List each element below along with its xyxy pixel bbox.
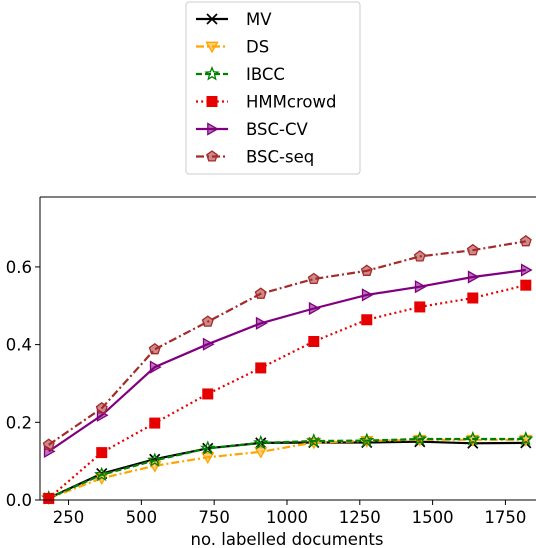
series-line-ibcc (48, 437, 526, 500)
x-tick-label: 1250 (339, 508, 381, 527)
legend-marker-bsc-seq (206, 150, 218, 162)
legend-entry-mv: MV (196, 10, 272, 29)
x-tick-label: 500 (126, 508, 158, 527)
data-point-hmmcrowd (361, 314, 373, 326)
legend-entry-ibcc: IBCC (196, 65, 285, 84)
data-point-ds (201, 452, 215, 465)
x-axis-label: no. labelled documents (191, 530, 384, 548)
series-bsc-cv (43, 263, 533, 459)
legend-marker-mv (206, 13, 218, 25)
legend-marker-hmmcrowd (206, 96, 218, 107)
data-point-bsc-seq (466, 243, 479, 256)
data-point-hmmcrowd (308, 336, 320, 348)
data-point-hmmcrowd (149, 417, 161, 429)
data-point-bsc-cv (149, 360, 162, 374)
data-point-ibcc (94, 466, 110, 482)
data-point-ibcc (147, 452, 163, 467)
legend-entry-bsc-cv: BSC-CV (196, 120, 308, 139)
legend-label-ds: DS (246, 38, 269, 57)
legend: MV DS IBCC HMMcrowd BSC-CV BSC-seq (185, 1, 361, 175)
data-point-hmmcrowd (96, 447, 108, 459)
axes: 250 500 750 1000 1250 1500 1750 0.0 0.2 0.4 0.6 (6, 196, 536, 527)
x-tick-label: 750 (198, 508, 230, 527)
y-tick-label: 0.0 (6, 491, 32, 510)
data-point-bsc-cv (361, 288, 374, 302)
series-line-bsc-seq (48, 240, 526, 446)
data-point-hmmcrowd (43, 492, 55, 504)
data-point-hmmcrowd (202, 388, 214, 400)
plot-area (41, 234, 534, 506)
data-point-hmmcrowd (467, 292, 479, 304)
series-hmmcrowd (43, 279, 532, 504)
x-tick-label: 1000 (266, 508, 308, 527)
data-point-bsc-cv (520, 263, 533, 277)
data-point-bsc-cv (255, 316, 268, 330)
data-point-ds (254, 446, 268, 459)
legend-entry-bsc-seq: BSC-seq (196, 148, 314, 167)
data-point-ibcc (465, 431, 481, 446)
data-point-hmmcrowd (255, 362, 267, 374)
series-line-hmmcrowd (47, 284, 527, 500)
legend-entry-ds: DS (196, 38, 269, 57)
legend-label-ibcc: IBCC (246, 65, 285, 84)
data-point-hmmcrowd (520, 279, 532, 291)
data-point-bsc-cv (414, 280, 427, 294)
data-point-hmmcrowd (414, 301, 426, 313)
data-point-ibcc (200, 440, 216, 455)
y-tick-label: 0.6 (6, 258, 32, 277)
x-tick-label: 1500 (412, 508, 454, 527)
data-point-bsc-seq (254, 287, 267, 299)
y-tick-label: 0.4 (6, 336, 32, 355)
data-point-bsc-cv (467, 270, 480, 284)
legend-marker-ds (205, 41, 219, 54)
data-point-bsc-seq (519, 234, 532, 247)
data-point-bsc-seq (201, 315, 214, 327)
legend-entry-hmmcrowd: HMMcrowd (196, 93, 336, 112)
legend-label-mv: MV (246, 10, 272, 29)
data-point-ibcc (359, 432, 375, 448)
legend-label-bsc-seq: BSC-seq (246, 148, 314, 167)
x-tick-label: 250 (53, 508, 85, 527)
data-point-ibcc (253, 434, 269, 450)
legend-label-bsc-cv: BSC-CV (246, 120, 308, 139)
data-point-bsc-cv (308, 301, 321, 316)
data-point-bsc-seq (360, 264, 373, 276)
legend-box (185, 1, 361, 175)
data-point-bsc-seq (307, 272, 320, 285)
legend-marker-bsc-cv (207, 122, 219, 136)
data-point-bsc-cv (202, 337, 215, 351)
legend-marker-ibcc (204, 66, 220, 81)
data-point-bsc-seq (148, 342, 161, 355)
x-tick-label: 1750 (484, 508, 526, 527)
data-point-ibcc (306, 432, 322, 448)
data-point-bsc-seq (95, 401, 108, 414)
y-tick-label: 0.2 (6, 413, 32, 432)
data-point-ibcc (518, 431, 534, 446)
data-point-ibcc (412, 431, 428, 446)
legend-label-hmmcrowd: HMMcrowd (246, 93, 336, 112)
data-point-bsc-seq (413, 250, 426, 262)
data-point-bsc-seq (42, 438, 55, 450)
series-line-bsc-cv (48, 268, 526, 453)
series-bsc-seq (42, 234, 532, 450)
